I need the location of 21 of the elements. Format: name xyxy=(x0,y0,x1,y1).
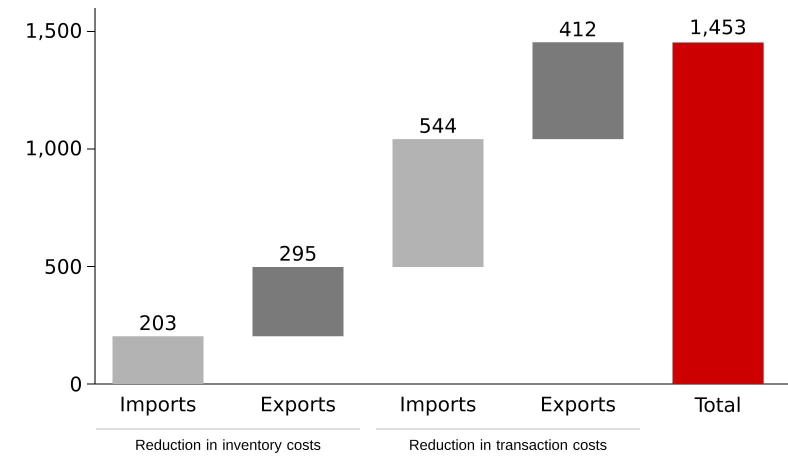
data-label: 295 xyxy=(280,246,316,261)
bar xyxy=(392,139,484,267)
data-label: 544 xyxy=(420,118,456,134)
bar xyxy=(252,266,344,336)
x-tick-label: Total xyxy=(694,396,740,412)
x-tick-label: Exports xyxy=(262,396,335,416)
text: Reduction in transaction costs xyxy=(410,439,606,450)
y-tick-label: 1,500 xyxy=(27,22,81,40)
data-label: 412 xyxy=(560,21,596,36)
y-tick-label: 0 xyxy=(70,376,81,392)
bar xyxy=(112,336,204,384)
bar xyxy=(532,42,624,140)
x-tick-label: Imports xyxy=(122,396,196,416)
text: Reduction in inventory costs xyxy=(136,439,320,453)
x-tick-label: Exports xyxy=(542,396,615,416)
bar xyxy=(672,42,764,384)
data-label: 1,453 xyxy=(692,19,746,36)
data-label: 203 xyxy=(140,315,176,330)
y-tick-label: 500 xyxy=(46,258,81,274)
x-tick-label: Imports xyxy=(402,396,476,416)
y-tick-label: 1,000 xyxy=(27,140,81,158)
